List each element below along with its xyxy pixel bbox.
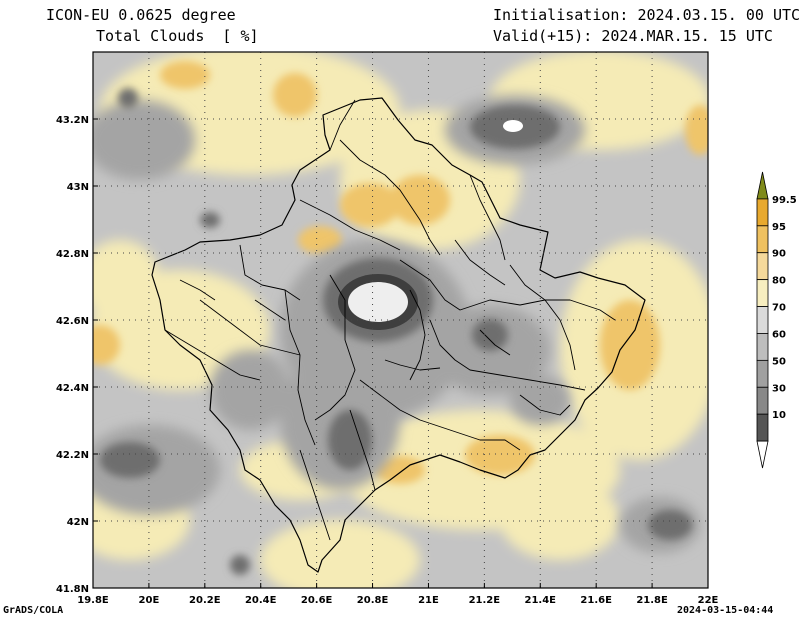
legend-swatch [756, 306, 769, 334]
y-tick-label: 42N [67, 517, 89, 528]
x-tick-label: 21.2E [469, 595, 501, 606]
init-time: Initialisation: 2024.03.15. 00 UTC [493, 6, 800, 24]
district-borders [164, 99, 616, 541]
y-tick-label: 43N [67, 182, 89, 193]
valid-time: Valid(+15): 2024.MAR.15. 15 UTC [493, 27, 773, 45]
legend-label: 99.5 [772, 195, 797, 206]
legend-label: 60 [772, 329, 786, 340]
cloud-field [93, 52, 708, 588]
y-tick-label: 41.8N [56, 584, 89, 595]
model-title: ICON-EU 0.0625 degree [46, 6, 236, 24]
legend-label: 70 [772, 303, 786, 314]
legend-swatch [756, 198, 769, 227]
legend-label: 50 [772, 356, 786, 367]
x-tick-label: 21.4E [525, 595, 557, 606]
x-tick-label: 20.2E [189, 595, 221, 606]
x-tick-label: 20E [139, 595, 160, 606]
x-tick-label: 21.8E [636, 595, 668, 606]
variable-title: Total Clouds [ %] [96, 27, 259, 45]
credit-label: GrADS/COLA [3, 605, 64, 616]
x-tick-label: 20.6E [301, 595, 333, 606]
x-tick-label: 20.4E [245, 595, 277, 606]
legend-label: 30 [772, 383, 786, 394]
legend-label: 80 [772, 276, 786, 287]
x-tick-label: 22E [698, 595, 719, 606]
legend-label: 90 [772, 249, 786, 260]
x-tick-label: 20.8E [357, 595, 389, 606]
clear-patch-north [503, 120, 523, 132]
x-tick-label: 19.8E [77, 595, 109, 606]
legend-label: 10 [772, 410, 786, 421]
colorbar-legend: 99.5 95 90 80 70 60 50 30 10 [756, 171, 797, 469]
y-tick-label: 43.2N [56, 115, 89, 126]
y-tick-label: 42.8N [56, 249, 89, 260]
y-tick-label: 42.4N [56, 383, 89, 394]
legend-swatch [756, 333, 769, 361]
legend-swatch [756, 171, 769, 200]
y-tick-label: 42.6N [56, 316, 89, 327]
timestamp-label: 2024-03-15-04:44 [677, 605, 774, 616]
legend-swatch [756, 225, 769, 254]
lat-lon-grid [93, 52, 708, 588]
legend-swatch [756, 413, 769, 442]
legend-swatch [756, 386, 769, 415]
y-tick-label: 42.2N [56, 450, 89, 461]
legend-swatch [756, 440, 769, 469]
y-axis: 41.8N 42N 42.2N 42.4N 42.6N 42.8N 43N 43.2N [56, 115, 98, 595]
x-axis: 19.8E 20E 20.2E 20.4E 20.6E 20.8E 21E 21.2E 21.4… [77, 583, 719, 606]
legend-label: 95 [772, 222, 786, 233]
legend-swatch [756, 359, 769, 388]
clear-patch-center [348, 282, 408, 322]
legend-swatch [756, 252, 769, 281]
x-tick-label: 21.6E [580, 595, 612, 606]
x-tick-label: 21E [418, 595, 439, 606]
legend-swatch [756, 279, 769, 307]
